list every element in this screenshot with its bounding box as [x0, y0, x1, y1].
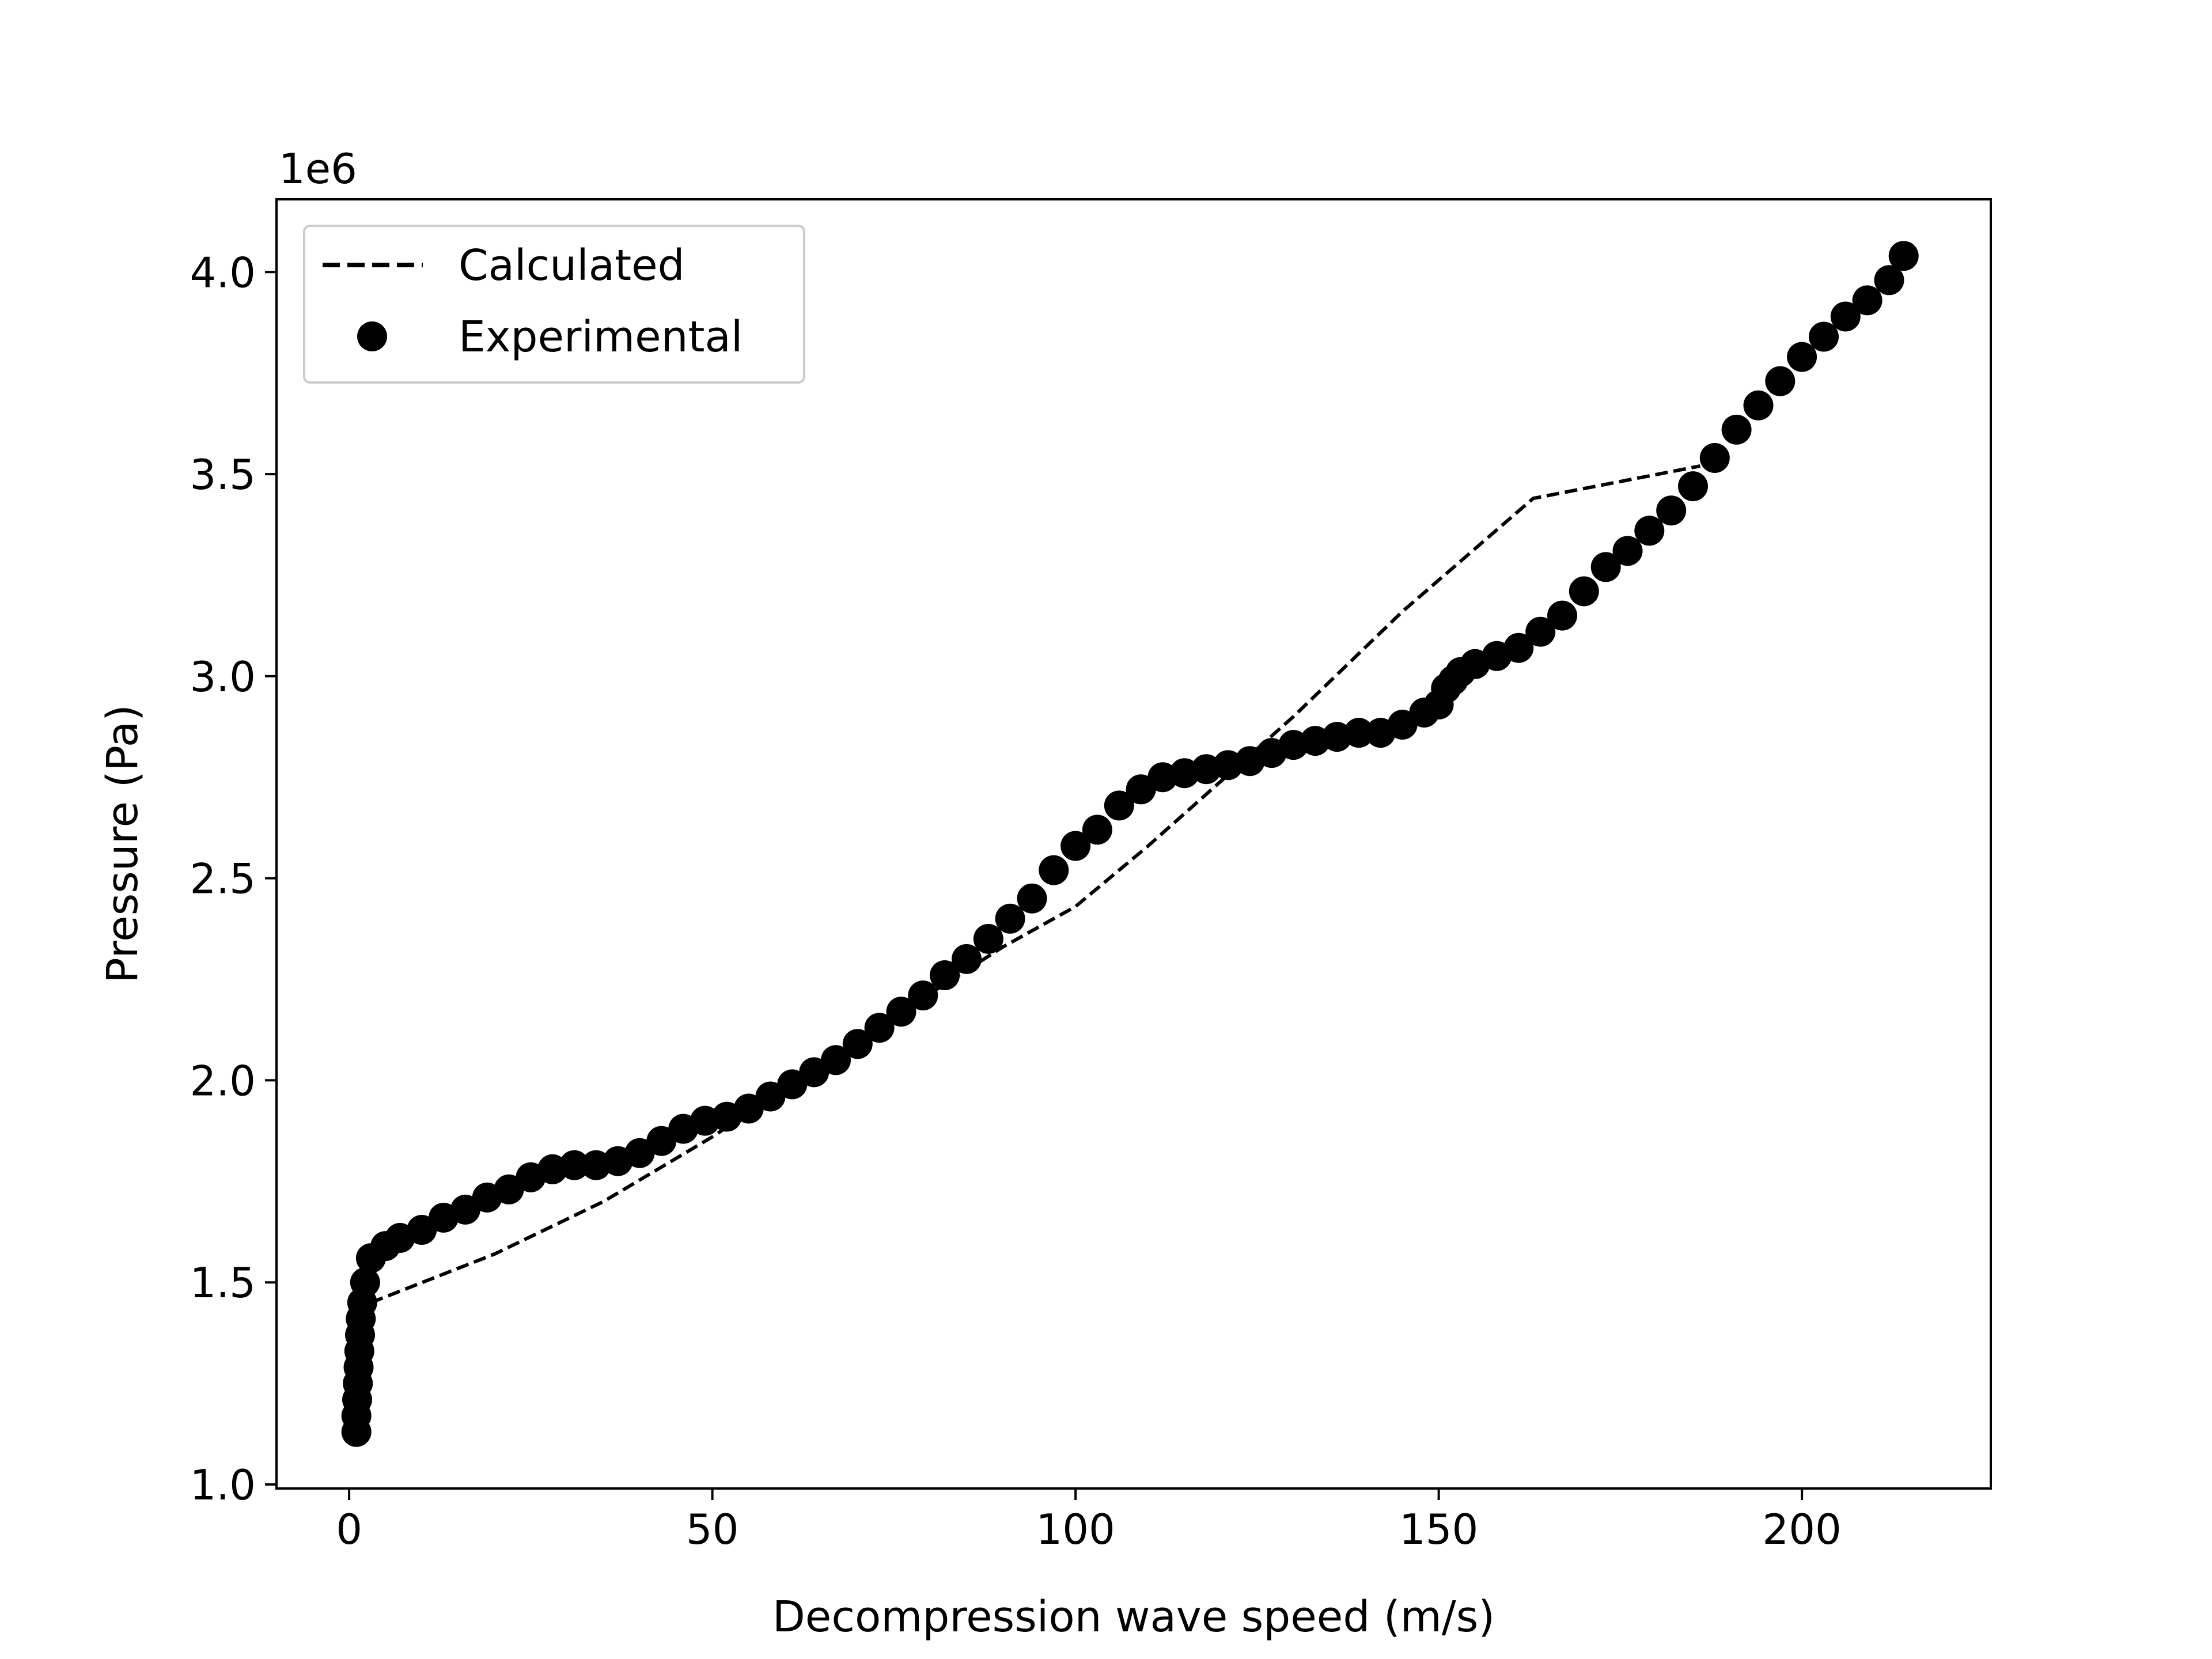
- y-tick-label: 1.5: [190, 1259, 256, 1307]
- experimental-point: [995, 903, 1025, 934]
- experimental-point: [1017, 883, 1047, 914]
- experimental-point: [1387, 710, 1418, 740]
- experimental-point: [1721, 414, 1752, 445]
- experimental-point: [1082, 815, 1112, 845]
- legend-box: [303, 225, 805, 384]
- experimental-point: [1888, 241, 1919, 271]
- experimental-point: [1104, 790, 1134, 821]
- experimental-point: [646, 1126, 677, 1156]
- experimental-point: [559, 1150, 589, 1180]
- experimental-point: [1743, 390, 1774, 421]
- experimental-point: [494, 1174, 524, 1205]
- x-tick-label: 200: [1762, 1505, 1841, 1554]
- experimental-point: [1809, 321, 1839, 352]
- experimental-point: [1656, 495, 1687, 526]
- experimental-point: [842, 1029, 873, 1059]
- experimental-point: [350, 1267, 380, 1298]
- experimental-point: [930, 960, 960, 990]
- experimental-point: [1874, 265, 1904, 296]
- legend: Calculated Experimental: [303, 225, 805, 384]
- legend-experimental-label: Experimental: [459, 312, 743, 362]
- y-offset-label: 1e6: [279, 145, 357, 193]
- experimental-point: [973, 923, 1003, 954]
- experimental-point: [952, 944, 982, 974]
- y-tick-label: 4.0: [190, 248, 256, 297]
- experimental-point: [1547, 600, 1577, 631]
- experimental-series: [341, 241, 1919, 1447]
- experimental-point: [1525, 616, 1556, 647]
- experimental-point: [733, 1093, 764, 1124]
- y-tick-label: 3.5: [190, 450, 256, 499]
- experimental-point: [1852, 285, 1883, 316]
- experimental-point: [1678, 471, 1708, 502]
- x-tick-label: 50: [686, 1505, 739, 1554]
- experimental-point: [1039, 855, 1069, 885]
- x-axis-label: Decompression wave speed (m/s): [772, 1592, 1495, 1642]
- experimental-point: [821, 1045, 851, 1075]
- experimental-point: [1699, 443, 1730, 473]
- x-axis-ticks: 0 50 100 150 200: [336, 1488, 1842, 1554]
- experimental-point: [1503, 632, 1534, 663]
- experimental-point: [407, 1215, 437, 1245]
- experimental-point: [1569, 576, 1599, 607]
- x-tick-label: 100: [1036, 1505, 1115, 1554]
- experimental-point: [1612, 536, 1643, 566]
- experimental-point: [1634, 516, 1665, 546]
- y-tick-label: 1.0: [190, 1461, 256, 1509]
- y-axis-ticks: 1.0 1.5 2.0 2.5 3.0 3.5 4.0: [190, 248, 276, 1509]
- experimental-point: [624, 1138, 655, 1168]
- legend-calculated-label: Calculated: [459, 241, 685, 290]
- experimental-point: [1765, 366, 1796, 396]
- x-tick-label: 150: [1399, 1505, 1478, 1554]
- y-tick-label: 2.5: [190, 855, 256, 903]
- experimental-point: [908, 980, 938, 1011]
- experimental-point: [1787, 342, 1817, 372]
- y-axis-label: Pressure (Pa): [98, 704, 147, 983]
- experimental-point: [1590, 552, 1621, 582]
- experimental-point: [777, 1069, 808, 1100]
- y-tick-label: 2.0: [190, 1056, 256, 1105]
- experimental-point: [1830, 301, 1861, 332]
- legend-experimental-swatch: [357, 321, 387, 351]
- experimental-point: [864, 1013, 895, 1043]
- experimental-point: [1343, 718, 1374, 748]
- experimental-point: [755, 1081, 786, 1112]
- x-tick-label: 0: [336, 1505, 362, 1554]
- plot-area-frame: [275, 198, 1992, 1490]
- experimental-point: [1126, 774, 1156, 805]
- experimental-point: [886, 997, 916, 1027]
- y-tick-label: 3.0: [190, 653, 256, 701]
- experimental-point: [450, 1194, 480, 1225]
- experimental-point: [1060, 831, 1091, 861]
- experimental-point: [799, 1057, 830, 1088]
